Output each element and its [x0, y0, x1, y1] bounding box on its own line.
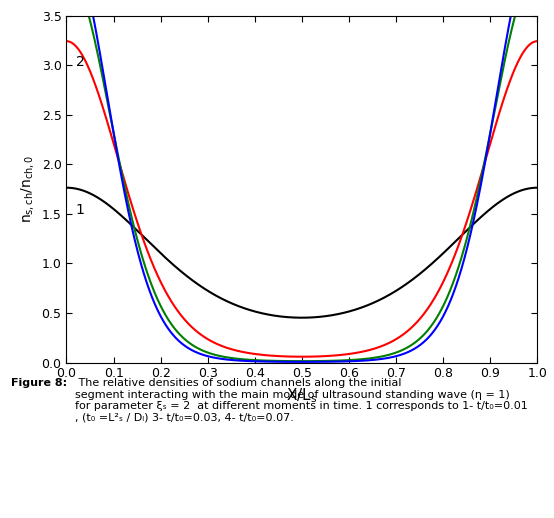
X-axis label: X/L$_\mathrm{s}$: X/L$_\mathrm{s}$	[286, 386, 317, 405]
Y-axis label: n$_\mathrm{s,ch}$/n$_\mathrm{ch,0}$: n$_\mathrm{s,ch}$/n$_\mathrm{ch,0}$	[19, 155, 36, 223]
Text: Figure 8:: Figure 8:	[11, 378, 67, 388]
Text: 2: 2	[76, 55, 85, 69]
Text: The relative densities of sodium channels along the initial
segment interacting : The relative densities of sodium channel…	[75, 378, 527, 423]
Text: 1: 1	[76, 203, 85, 217]
